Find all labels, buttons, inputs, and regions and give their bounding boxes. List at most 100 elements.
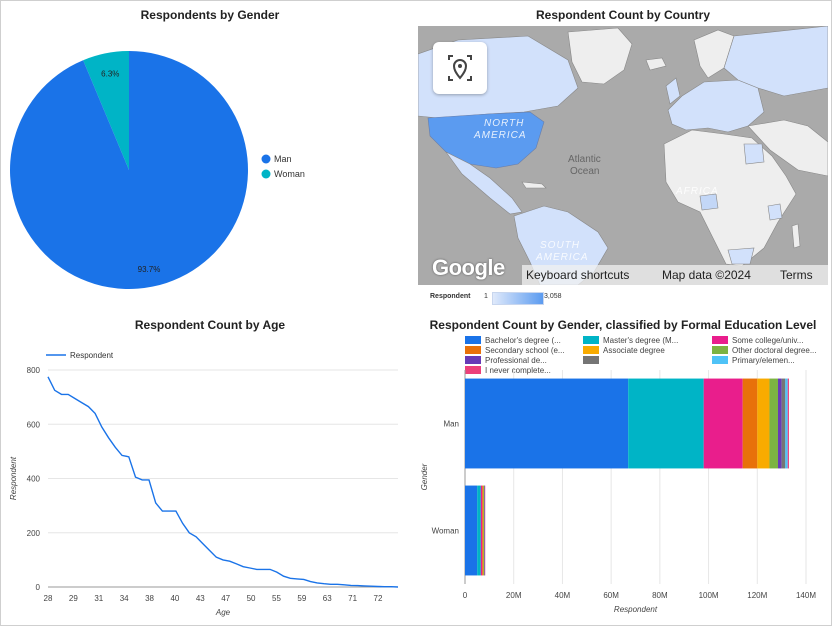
bar-y-tick: Woman bbox=[432, 527, 459, 536]
egypt-shape bbox=[743, 143, 765, 165]
bar-legend-marker bbox=[712, 336, 728, 344]
map-legend-max: 3,058 bbox=[544, 293, 562, 300]
bar-segment-man[interactable] bbox=[787, 378, 789, 469]
bar-segment-man[interactable] bbox=[769, 378, 778, 469]
bar-x-tick: 120M bbox=[747, 591, 767, 600]
age-line-chart[interactable]: 0 200 400 600 800 28 29 31 34 38 40 43 47 50 55 59 63 71 7… bbox=[0, 330, 410, 626]
bar-segment-woman[interactable] bbox=[480, 485, 483, 576]
line-x-tick: 59 bbox=[297, 594, 306, 603]
bar-segment-woman[interactable] bbox=[483, 485, 484, 576]
bar-y-axis-label: Gender bbox=[420, 463, 429, 490]
map-label-north-america-1: NORTH bbox=[484, 118, 524, 129]
country-map[interactable]: NORTH AMERICA SOUTH AMERICA AFRICA Atlan… bbox=[418, 26, 828, 285]
line-x-tick: 55 bbox=[272, 594, 281, 603]
bar-legend-label: Bachelor's degree (... bbox=[485, 336, 561, 345]
bar-legend-label: Primary/elemen... bbox=[732, 356, 795, 365]
madagascar-shape bbox=[791, 223, 801, 249]
map-data-text: Map data ©2024 bbox=[662, 268, 751, 282]
bar-segment-man[interactable] bbox=[465, 378, 629, 469]
line-x-tick: 72 bbox=[374, 594, 383, 603]
kenya-shape bbox=[767, 203, 783, 221]
line-x-tick: 29 bbox=[69, 594, 78, 603]
bar-x-tick: 100M bbox=[699, 591, 719, 600]
bar-y-tick: Man bbox=[443, 420, 459, 429]
map-legend-min: 1 bbox=[484, 293, 488, 300]
bar-legend-marker bbox=[465, 336, 481, 344]
bar-segment-man[interactable] bbox=[777, 378, 782, 469]
map-canvas[interactable]: NORTH AMERICA SOUTH AMERICA AFRICA Atlan… bbox=[418, 26, 828, 285]
bar-legend-label: Secondary school (e... bbox=[485, 346, 565, 355]
bar-segment-man[interactable] bbox=[628, 378, 704, 469]
map-label-south-america-1: SOUTH bbox=[540, 240, 580, 251]
map-locate-button[interactable] bbox=[433, 42, 487, 94]
line-y-axis-label: Respondent bbox=[9, 456, 18, 500]
bar-x-tick: 20M bbox=[506, 591, 522, 600]
pie-label-man: 93.7% bbox=[138, 265, 161, 274]
south-africa-shape bbox=[727, 247, 755, 265]
bar-segment-man[interactable] bbox=[703, 378, 743, 469]
bar-x-tick: 40M bbox=[555, 591, 571, 600]
google-logo: Google bbox=[432, 255, 505, 280]
mexico-shape bbox=[445, 151, 523, 215]
pie-chart-title: Respondents by Gender bbox=[140, 8, 280, 22]
caribbean-shape bbox=[521, 181, 547, 189]
bar-x-tick: 60M bbox=[603, 591, 619, 600]
line-x-tick: 28 bbox=[44, 594, 53, 603]
gender-pie-chart[interactable]: 6.3% 93.7% Man Woman bbox=[0, 24, 410, 324]
pie-slice-woman[interactable] bbox=[83, 51, 129, 170]
line-chart-title: Respondent Count by Age bbox=[134, 318, 286, 332]
line-y-tick: 800 bbox=[27, 366, 41, 375]
line-y-tick: 0 bbox=[36, 583, 41, 592]
bar-segment-man[interactable] bbox=[757, 378, 770, 469]
bar-legend-label: Other doctoral degree... bbox=[732, 346, 817, 355]
africa-shape bbox=[663, 129, 797, 267]
bar-legend-marker bbox=[712, 346, 728, 354]
bar-chart-title: Respondent Count by Gender, classified b… bbox=[429, 318, 817, 332]
bar-legend-label: Professional de... bbox=[485, 356, 547, 365]
bar-segment-woman[interactable] bbox=[484, 485, 486, 576]
bar-x-tick: 80M bbox=[652, 591, 668, 600]
bar-x-axis-label: Respondent bbox=[614, 605, 658, 614]
education-bar-chart[interactable]: Bachelor's degree (... Master's degree (M… bbox=[418, 330, 828, 626]
map-chart-title: Respondent Count by Country bbox=[536, 8, 710, 22]
bar-segment-woman[interactable] bbox=[483, 485, 485, 576]
bar-segment-man[interactable] bbox=[742, 378, 758, 469]
pie-legend-label-woman: Woman bbox=[274, 169, 305, 179]
usa-shape bbox=[427, 111, 545, 169]
line-y-tick: 400 bbox=[27, 475, 41, 484]
iceland-shape bbox=[645, 57, 667, 71]
map-legend-label: Respondent bbox=[430, 293, 471, 300]
line-x-tick: 71 bbox=[348, 594, 357, 603]
bar-legend-label: I never complete... bbox=[485, 366, 551, 375]
map-label-africa: AFRICA bbox=[675, 186, 719, 197]
bar-segment-woman[interactable] bbox=[477, 485, 481, 576]
line-x-tick: 40 bbox=[170, 594, 179, 603]
bar-legend-marker bbox=[712, 356, 728, 364]
bar-legend-marker bbox=[465, 356, 481, 364]
line-x-tick: 43 bbox=[196, 594, 205, 603]
bar-segment-man[interactable] bbox=[781, 378, 786, 469]
pie-legend-marker-woman bbox=[261, 169, 271, 179]
europe-shape bbox=[667, 79, 765, 133]
bar-legend-marker bbox=[583, 356, 599, 364]
bar-segment-woman[interactable] bbox=[482, 485, 484, 576]
bar-segment-woman[interactable] bbox=[465, 485, 478, 576]
pie-slice-man[interactable] bbox=[9, 51, 248, 289]
russia-shape bbox=[723, 26, 828, 97]
line-x-tick: 34 bbox=[120, 594, 129, 603]
map-label-north-america-2: AMERICA bbox=[473, 130, 527, 141]
map-label-south-america-2: AMERICA bbox=[535, 252, 589, 263]
line-x-tick: 50 bbox=[247, 594, 256, 603]
terms-link[interactable]: Terms bbox=[780, 268, 813, 282]
uk-shape bbox=[665, 77, 681, 105]
line-y-tick: 600 bbox=[27, 420, 41, 429]
bar-legend-marker bbox=[583, 336, 599, 344]
line-legend-label: Respondent bbox=[70, 351, 114, 360]
locate-icon bbox=[448, 55, 472, 81]
keyboard-shortcuts-link[interactable]: Keyboard shortcuts bbox=[526, 268, 630, 282]
bar-segment-man[interactable] bbox=[785, 378, 788, 469]
line-x-tick: 63 bbox=[323, 594, 332, 603]
middle-east-shape bbox=[747, 119, 828, 177]
bar-legend-marker bbox=[465, 346, 481, 354]
bar-legend-marker bbox=[465, 366, 481, 374]
